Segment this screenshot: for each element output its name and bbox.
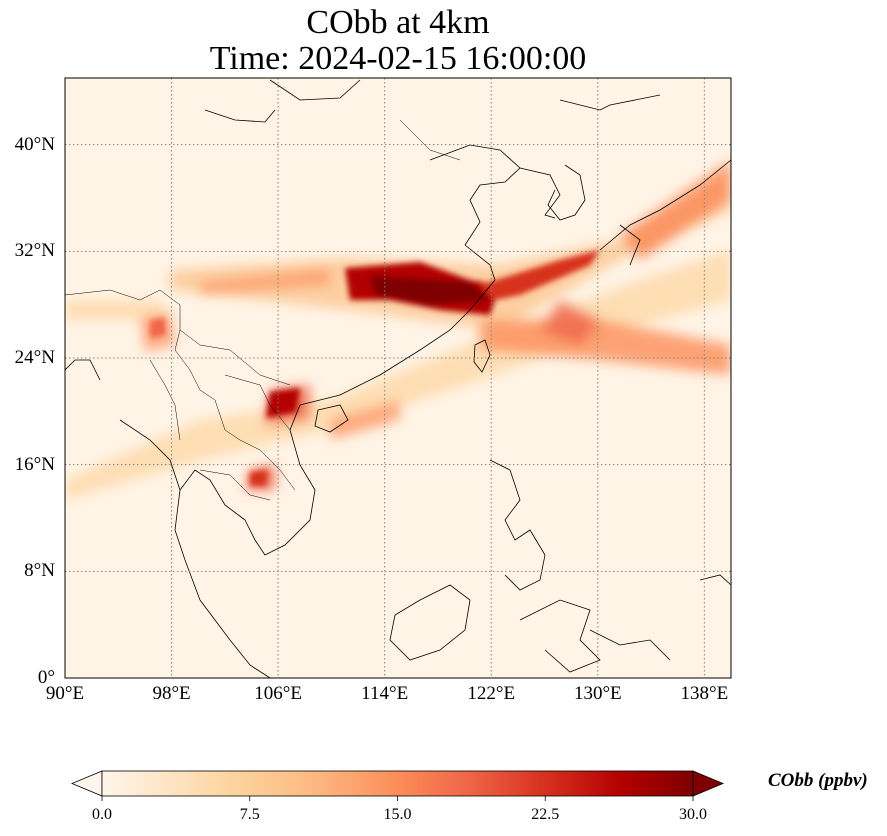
lon-tick-label: 130°E (573, 683, 622, 704)
lat-tick-label: 0° (37, 667, 55, 688)
lon-tick-label: 122°E (467, 683, 516, 704)
lon-tick-label: 98°E (152, 683, 191, 704)
colorbar-tick-label: 7.5 (239, 806, 260, 823)
colorbar-tick-label: 22.5 (531, 806, 560, 823)
colorbar-label: CObb (ppbv) (768, 770, 868, 791)
colorbar-tick-label: 0.0 (92, 806, 112, 823)
chart-title: CObb at 4km (306, 4, 490, 41)
lat-tick-label: 40°N (14, 133, 55, 155)
country-borders (65, 119, 461, 501)
lon-tick-label: 138°E (680, 683, 729, 704)
colorbar-tick-label: 30.0 (679, 806, 707, 823)
colorbar-tick-label: 15.0 (383, 806, 412, 823)
lat-tick-label: 16°N (14, 453, 55, 475)
lat-tick-label: 32°N (14, 240, 55, 262)
colorbar-min-extension (70, 770, 103, 797)
lat-tick-label: 8°N (24, 560, 55, 582)
cobb-concentration-field (65, 160, 731, 500)
gridlines (65, 78, 731, 678)
chart-subtitle-time: Time: 2024-02-15 16:00:00 (209, 40, 587, 77)
colorbar (70, 770, 725, 801)
colorbar-max-extension (692, 770, 725, 797)
lon-tick-label: 90°E (45, 683, 85, 704)
coastlines (65, 79, 731, 678)
lat-tick-label: 24°N (14, 347, 55, 368)
map-area (65, 78, 731, 678)
lon-tick-label: 106°E (254, 683, 302, 704)
map-frame (64, 77, 732, 679)
lon-tick-label: 114°E (361, 683, 409, 704)
colorbar-gradient (102, 771, 693, 796)
